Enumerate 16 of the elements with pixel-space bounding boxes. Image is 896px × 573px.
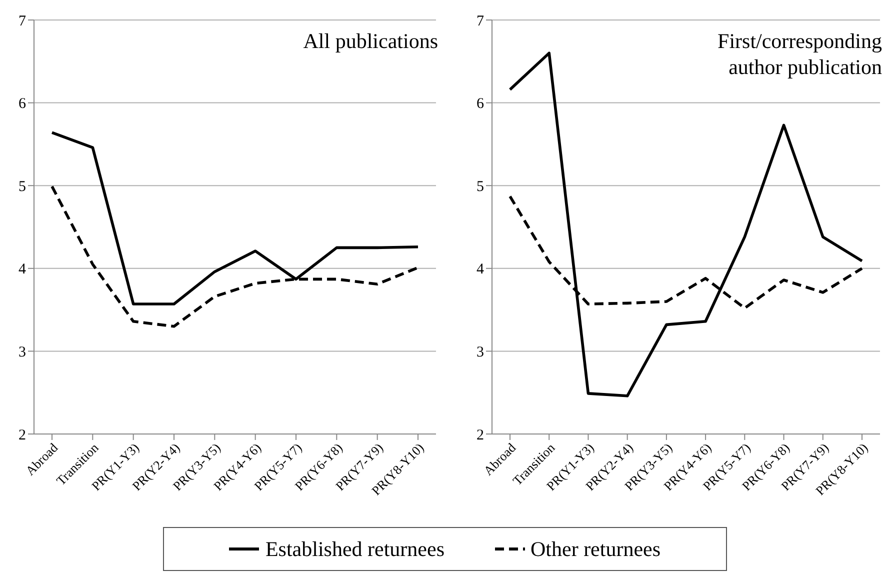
y-tick-label: 6	[476, 96, 484, 112]
y-tick-label: 2	[18, 427, 26, 444]
legend-label: Established returnees	[265, 536, 444, 562]
y-tick-label: 7	[476, 13, 484, 30]
y-tick-label: 7	[18, 13, 26, 30]
y-tick-label: 4	[476, 262, 484, 278]
y-tick-label: 5	[18, 178, 26, 195]
y-tick-label: 2	[476, 427, 484, 444]
y-tick-label: 3	[18, 344, 26, 361]
y-tick-label: 4	[18, 262, 26, 278]
y-tick-label: 6	[18, 96, 26, 112]
text: All publications	[302, 28, 438, 54]
text: First/corresponding author publication	[716, 28, 882, 80]
y-tick-label: 5	[476, 178, 484, 195]
y-tick-label: 3	[476, 344, 484, 361]
legend-label: Other returnees	[530, 536, 661, 562]
